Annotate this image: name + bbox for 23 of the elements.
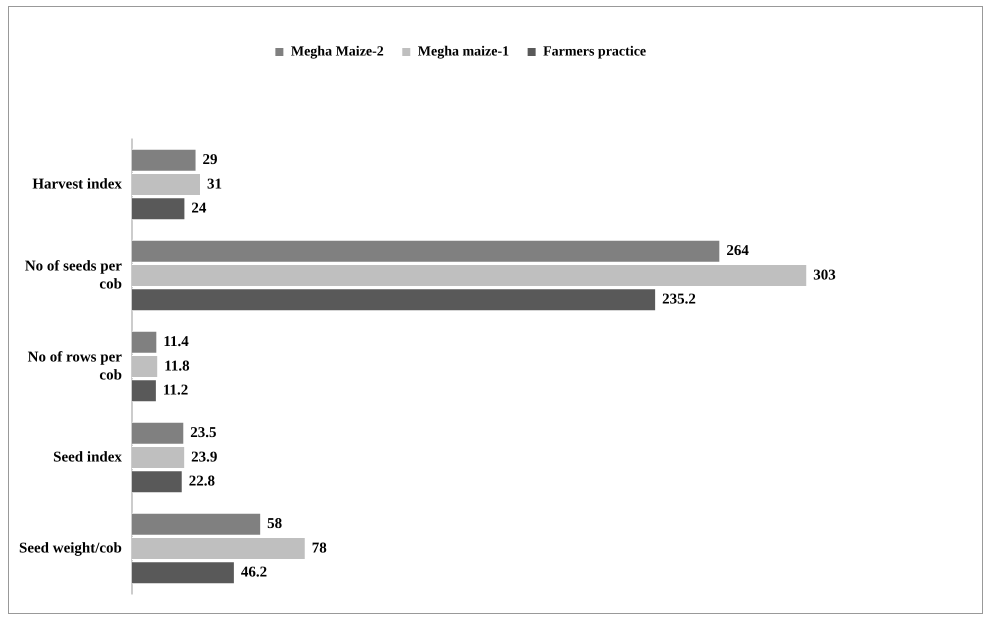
y-tick-label: No of seeds per cob — [24, 258, 122, 292]
data-label: 58 — [267, 516, 282, 532]
data-label: 11.2 — [162, 382, 188, 399]
data-label: 264 — [726, 243, 750, 260]
y-tick-label: Harvest index — [32, 176, 122, 192]
data-label: 23.5 — [190, 425, 217, 442]
legend-label: Farmers practice — [543, 44, 646, 60]
y-tick-label: No of rows per cob — [28, 349, 122, 384]
data-label: 24 — [191, 200, 207, 217]
y-tick-label: Seed index — [53, 449, 122, 466]
y-tick-label: Seed weight/cob — [18, 540, 122, 556]
data-label: 46.2 — [240, 564, 268, 581]
data-label: 78 — [312, 540, 327, 556]
data-label: 11.8 — [164, 358, 190, 374]
data-label: 23.9 — [191, 449, 218, 466]
data-label: 303 — [813, 267, 836, 284]
data-label: 29 — [202, 152, 218, 168]
legend-label: Megha Maize-2 — [290, 44, 384, 60]
data-label: 11.4 — [163, 334, 190, 350]
data-label: 31 — [207, 176, 222, 192]
legend-label: Megha maize-1 — [418, 44, 510, 60]
data-label: 235.2 — [662, 292, 696, 308]
data-label: 22.8 — [188, 474, 215, 490]
